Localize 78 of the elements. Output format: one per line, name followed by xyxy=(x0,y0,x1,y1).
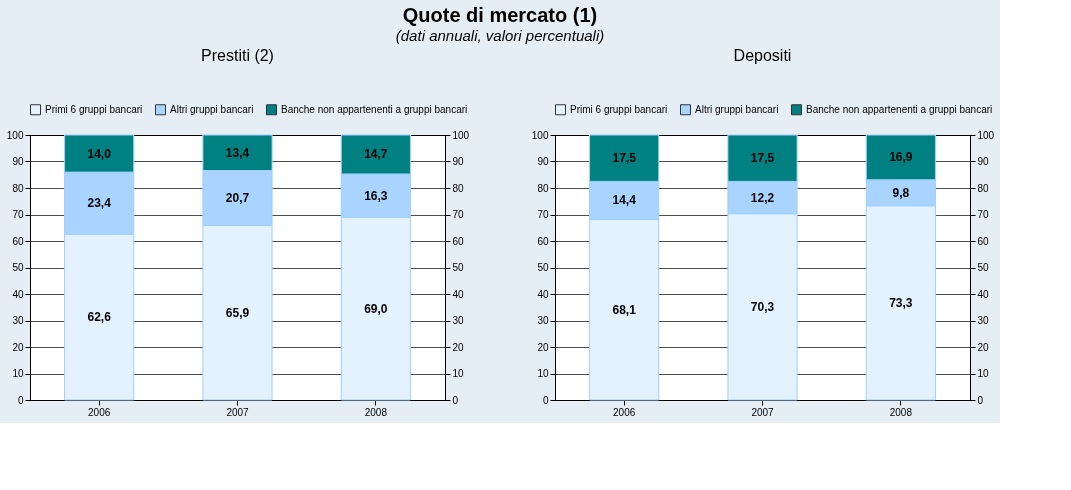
y-tick-label: 30 xyxy=(537,315,549,326)
y-tick-label: 90 xyxy=(537,156,549,167)
y-tick-label: 100 xyxy=(6,129,24,141)
data-label: 65,9 xyxy=(225,305,250,320)
y2-tick-label: 20 xyxy=(977,341,990,353)
x-tick-label: 2007 xyxy=(751,406,775,418)
y2-tick-label: 100 xyxy=(452,129,470,141)
y2-tick-label: 50 xyxy=(977,262,990,273)
legend-label: Banche non appartenenti a gruppi bancari xyxy=(806,103,993,115)
y-tick-label: 60 xyxy=(12,235,24,247)
data-label: 16,9 xyxy=(889,150,913,165)
y2-tick-label: 30 xyxy=(452,315,465,326)
legend-label: Banche non appartenenti a gruppi bancari xyxy=(281,103,468,115)
y2-tick-label: 100 xyxy=(977,129,995,141)
y-tick-label: 80 xyxy=(12,182,24,194)
data-label: 17,5 xyxy=(612,151,637,166)
text: (dati annuali, valori percentuali) xyxy=(395,26,605,44)
x-tick-label: 2007 xyxy=(226,406,250,418)
y2-tick-label: 90 xyxy=(977,156,990,167)
legend-label: Altri gruppi bancari xyxy=(170,103,254,115)
y-tick-label: 0 xyxy=(17,394,24,406)
y2-tick-label: 0 xyxy=(452,394,459,406)
y-tick-label: 30 xyxy=(12,315,24,326)
x-tick-label: 2008 xyxy=(889,406,913,418)
data-label: 69,0 xyxy=(364,301,388,316)
y-tick-label: 10 xyxy=(12,368,24,379)
chart-title: Prestiti (2) xyxy=(201,47,274,64)
y-tick-label: 50 xyxy=(537,262,549,273)
y2-tick-label: 50 xyxy=(452,262,465,273)
y-tick-label: 90 xyxy=(12,156,24,167)
y2-tick-label: 70 xyxy=(452,209,465,220)
data-label: 23,4 xyxy=(87,196,112,211)
y-tick-label: 100 xyxy=(531,129,549,141)
y2-tick-label: 70 xyxy=(977,209,990,220)
y-tick-label: 60 xyxy=(537,235,549,247)
chart-title: Depositi xyxy=(733,47,792,64)
y-tick-label: 80 xyxy=(537,182,549,194)
y2-tick-label: 60 xyxy=(977,235,990,247)
y-tick-label: 70 xyxy=(537,209,549,220)
x-tick-label: 2008 xyxy=(364,406,388,418)
y2-tick-label: 30 xyxy=(977,315,990,326)
y-tick-label: 20 xyxy=(12,341,24,353)
data-label: 62,6 xyxy=(87,310,112,325)
data-label: 9,8 xyxy=(892,185,910,200)
text: Quote di mercato (1) xyxy=(402,3,598,26)
data-label: 20,7 xyxy=(225,190,250,205)
data-label: 14,4 xyxy=(612,193,637,208)
data-label: 70,3 xyxy=(750,299,775,314)
x-tick-label: 2006 xyxy=(88,406,111,418)
y2-tick-label: 40 xyxy=(452,288,465,300)
y-tick-label: 0 xyxy=(542,394,549,406)
y2-tick-label: 80 xyxy=(452,182,465,194)
y-tick-label: 70 xyxy=(12,209,24,220)
data-label: 13,4 xyxy=(225,145,250,160)
data-label: 14,7 xyxy=(364,147,388,162)
data-label: 68,1 xyxy=(612,302,637,317)
y-tick-label: 20 xyxy=(537,341,549,353)
y2-tick-label: 20 xyxy=(452,341,465,353)
y2-tick-label: 80 xyxy=(977,182,990,194)
y2-tick-label: 60 xyxy=(452,235,465,247)
y-tick-label: 40 xyxy=(12,288,24,300)
data-label: 16,3 xyxy=(364,188,388,203)
data-label: 12,2 xyxy=(750,190,775,205)
y2-tick-label: 40 xyxy=(977,288,990,300)
y2-tick-label: 10 xyxy=(452,368,465,379)
y-tick-label: 10 xyxy=(537,368,549,379)
legend-label: Primi 6 gruppi bancari xyxy=(45,103,143,115)
y2-tick-label: 0 xyxy=(977,394,984,406)
data-label: 14,0 xyxy=(87,146,112,161)
legend-label: Altri gruppi bancari xyxy=(695,103,779,115)
x-tick-label: 2006 xyxy=(613,406,636,418)
legend-label: Primi 6 gruppi bancari xyxy=(570,103,668,115)
y-tick-label: 50 xyxy=(12,262,24,273)
data-label: 73,3 xyxy=(889,295,913,310)
y-tick-label: 40 xyxy=(537,288,549,300)
data-label: 17,5 xyxy=(750,151,775,166)
y2-tick-label: 10 xyxy=(977,368,990,379)
y2-tick-label: 90 xyxy=(452,156,465,167)
